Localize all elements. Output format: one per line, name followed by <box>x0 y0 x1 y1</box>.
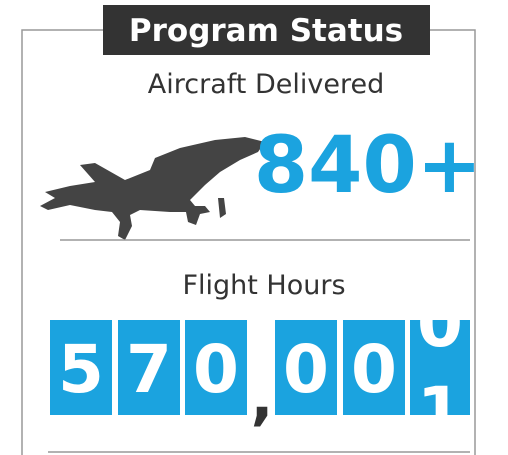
digit-tile <box>275 320 337 415</box>
digit: 0 <box>417 285 463 362</box>
frame <box>21 29 476 455</box>
digit: 7 <box>126 331 172 408</box>
rolling-digit: 01 <box>417 285 463 450</box>
digit-tile <box>410 320 470 415</box>
digit: 0 <box>351 331 397 408</box>
digit-tile <box>185 320 247 415</box>
separator: , <box>251 363 274 433</box>
digit: 0 <box>283 331 329 408</box>
title: Program Status <box>129 13 403 49</box>
digit-tile <box>343 320 405 415</box>
delivered-label: Aircraft Delivered <box>148 69 384 100</box>
digit-tile <box>50 320 112 415</box>
delivered-value: 840+ <box>254 121 482 211</box>
title-box <box>103 5 430 55</box>
digit: 0 <box>193 331 239 408</box>
hours-label: Flight Hours <box>182 270 345 301</box>
digit-tile <box>118 320 180 415</box>
digit: 1 <box>417 373 463 450</box>
jet-silhouette <box>40 137 265 240</box>
digit: 5 <box>58 331 104 408</box>
odometer: 5 7 0 0 0,01 <box>50 285 470 450</box>
